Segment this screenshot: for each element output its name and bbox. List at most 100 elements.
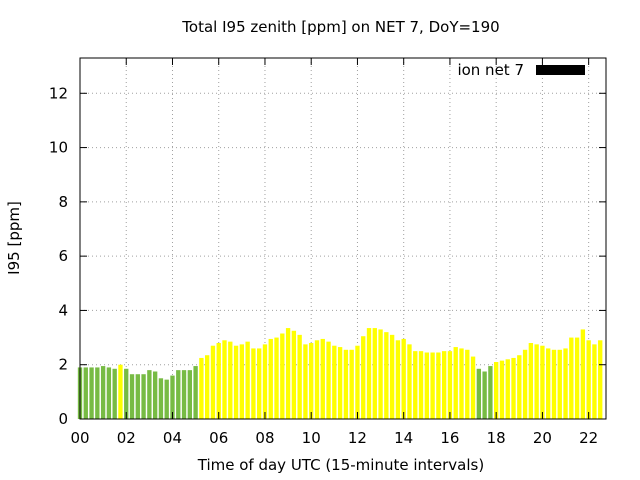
bar bbox=[309, 343, 314, 419]
bar bbox=[436, 352, 441, 419]
bar bbox=[83, 367, 88, 419]
x-tick-label: 16 bbox=[440, 429, 459, 447]
bar bbox=[303, 344, 308, 419]
bar bbox=[343, 349, 349, 419]
bar bbox=[494, 362, 499, 419]
bar bbox=[291, 330, 297, 419]
bar bbox=[366, 328, 372, 419]
bar bbox=[95, 367, 100, 419]
bar bbox=[522, 349, 528, 419]
x-tick-label: 12 bbox=[348, 429, 367, 447]
bar bbox=[592, 344, 597, 419]
bar bbox=[407, 344, 412, 419]
bar bbox=[170, 375, 175, 419]
bar bbox=[233, 345, 239, 419]
bar bbox=[147, 370, 152, 419]
x-tick-label: 00 bbox=[70, 429, 89, 447]
bar bbox=[251, 348, 256, 419]
bar bbox=[511, 357, 516, 419]
bar bbox=[534, 344, 539, 419]
bar bbox=[199, 357, 204, 419]
bar bbox=[569, 337, 574, 419]
bar bbox=[262, 344, 268, 419]
y-tick-label: 12 bbox=[49, 84, 68, 102]
legend: ion net 7 bbox=[457, 61, 585, 79]
y-tick-label: 8 bbox=[58, 193, 68, 211]
legend-swatch bbox=[536, 65, 585, 75]
bar bbox=[129, 374, 135, 419]
bar bbox=[430, 352, 435, 419]
bar bbox=[476, 368, 482, 419]
bar bbox=[470, 356, 476, 419]
bar bbox=[216, 343, 221, 419]
bar bbox=[326, 341, 331, 419]
bar bbox=[158, 378, 164, 419]
bar bbox=[222, 340, 227, 419]
bar bbox=[89, 367, 94, 419]
bar bbox=[482, 371, 487, 419]
x-tick-label: 02 bbox=[117, 429, 136, 447]
x-tick-label: 20 bbox=[533, 429, 552, 447]
bar bbox=[124, 368, 129, 419]
chart-title: Total I95 zenith [ppm] on NET 7, DoY=190 bbox=[181, 18, 499, 36]
bar bbox=[320, 338, 325, 419]
x-tick-label: 18 bbox=[487, 429, 506, 447]
bar bbox=[112, 368, 117, 419]
bar bbox=[499, 360, 505, 419]
bar bbox=[268, 338, 273, 419]
bar bbox=[580, 329, 586, 419]
bar bbox=[355, 345, 360, 419]
bar bbox=[453, 347, 458, 419]
y-tick-label: 10 bbox=[49, 139, 68, 157]
bar bbox=[285, 328, 291, 419]
bar bbox=[228, 341, 233, 419]
x-tick-label: 22 bbox=[579, 429, 598, 447]
bar bbox=[280, 333, 285, 419]
bar bbox=[395, 340, 401, 419]
x-tick-label: 10 bbox=[302, 429, 321, 447]
y-tick-label: 6 bbox=[58, 247, 68, 265]
bar bbox=[176, 370, 181, 419]
bar bbox=[557, 349, 562, 419]
bar bbox=[488, 366, 493, 419]
plot-frame bbox=[79, 57, 607, 420]
bar bbox=[540, 345, 545, 419]
bars-group bbox=[77, 328, 603, 419]
bar bbox=[181, 370, 187, 419]
x-axis-label: Time of day UTC (15-minute intervals) bbox=[197, 456, 484, 474]
bar bbox=[152, 371, 158, 419]
bar bbox=[245, 341, 250, 419]
y-tick-label: 0 bbox=[58, 410, 68, 428]
bar bbox=[413, 351, 418, 419]
x-tick-label: 06 bbox=[209, 429, 228, 447]
bar bbox=[100, 366, 106, 419]
bar bbox=[389, 334, 395, 419]
bar bbox=[459, 348, 464, 419]
bar bbox=[187, 370, 192, 419]
bar bbox=[378, 329, 383, 419]
bar bbox=[361, 336, 366, 419]
bar bbox=[205, 355, 210, 419]
bar bbox=[505, 359, 510, 419]
bar bbox=[118, 364, 123, 419]
bar bbox=[239, 344, 245, 419]
bar bbox=[135, 374, 140, 419]
bar bbox=[257, 348, 262, 419]
bar bbox=[465, 349, 470, 419]
y-tick-label: 2 bbox=[58, 356, 68, 374]
bar bbox=[447, 351, 453, 419]
bar bbox=[314, 340, 320, 419]
bar bbox=[349, 349, 354, 419]
bar bbox=[401, 338, 406, 419]
bar bbox=[297, 334, 302, 419]
bar bbox=[418, 351, 424, 419]
x-tick-label: 04 bbox=[163, 429, 182, 447]
x-tick-label: 08 bbox=[255, 429, 274, 447]
bar bbox=[563, 348, 568, 419]
bar bbox=[384, 332, 389, 419]
bar bbox=[551, 349, 557, 419]
bar bbox=[106, 367, 112, 419]
bar bbox=[517, 355, 522, 419]
bar bbox=[586, 340, 591, 419]
